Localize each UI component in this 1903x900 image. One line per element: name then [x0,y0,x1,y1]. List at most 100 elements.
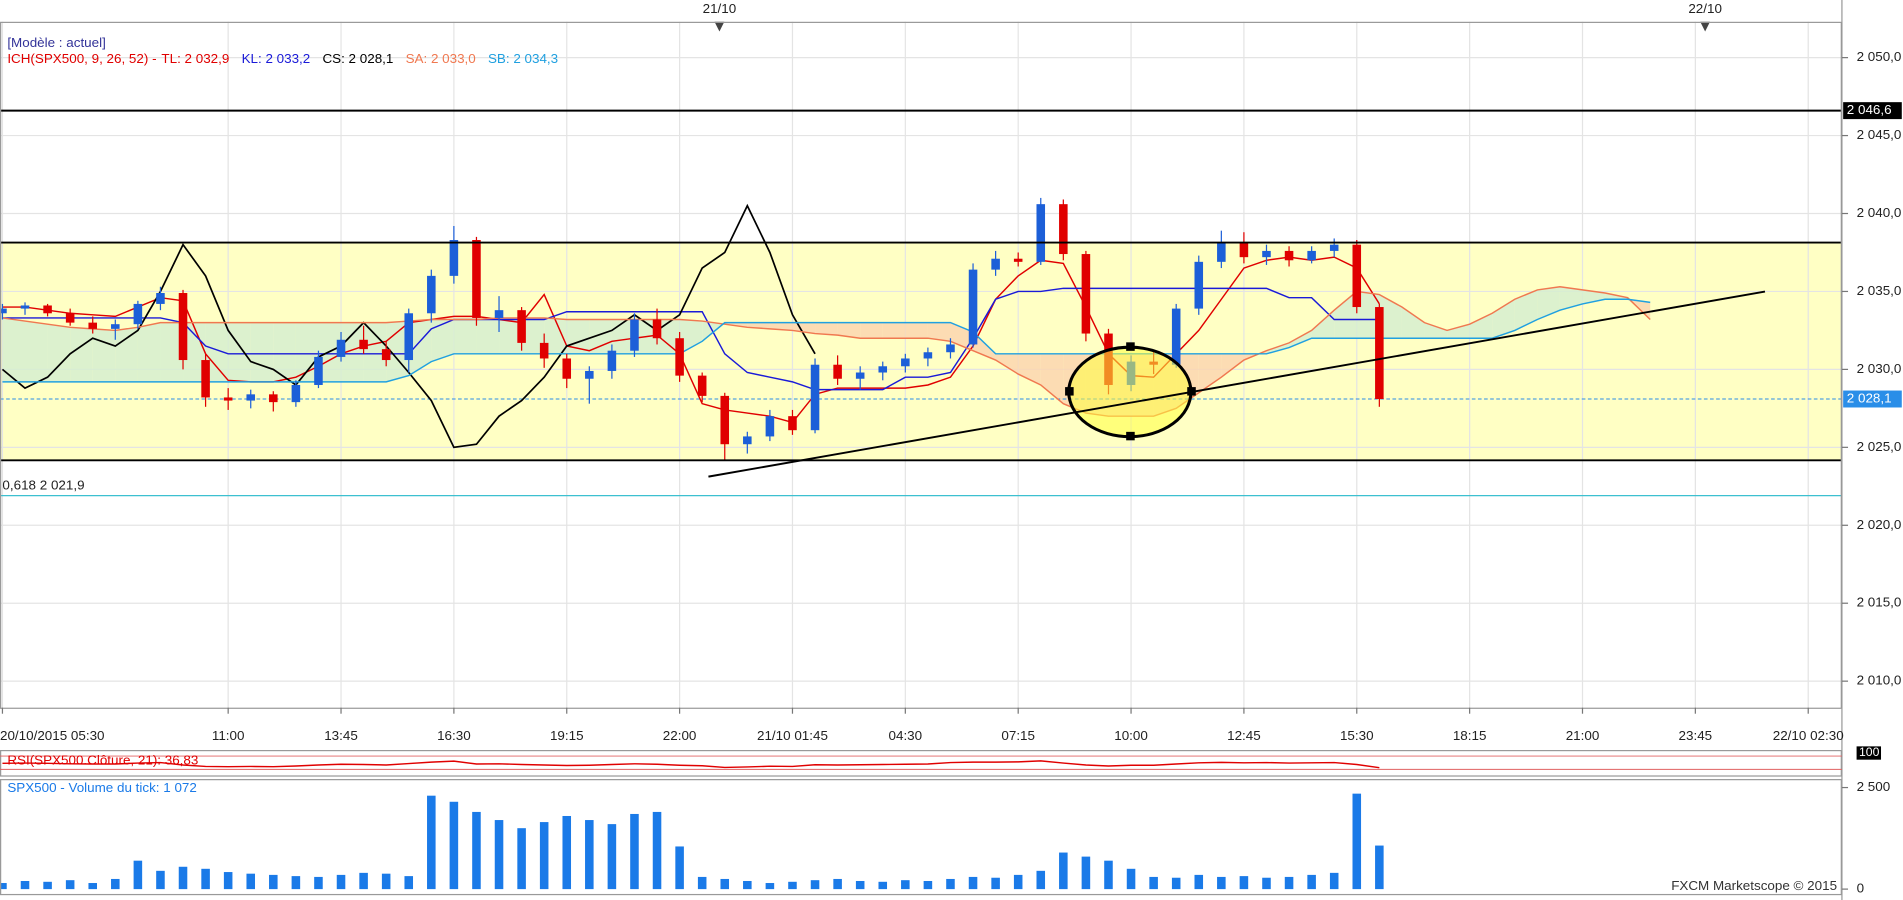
volume-bar [359,872,368,890]
footer: FXCM Marketscope © 2015 [1671,878,1837,893]
volume-bar [178,866,188,890]
cloud [160,322,184,382]
cloud [499,317,522,354]
volume-bar [1036,870,1046,890]
candle-body [223,397,233,401]
x-tick-label: 19:15 [550,728,584,743]
date-marker: 21/10 [703,1,737,16]
volume-bar [20,880,30,890]
handle [1065,387,1074,396]
rsi-line [2,760,1380,769]
volume-bar [43,881,52,890]
cloud [341,322,364,382]
volume-bar [246,873,256,890]
candle-body [1217,243,1226,262]
cloud [1537,286,1560,320]
y-tick-label: 0 [1857,881,1864,896]
candle-body [1284,250,1294,261]
candle-body [1262,250,1271,258]
cloud [1289,330,1312,348]
cloud [860,322,883,339]
volume-bar [156,870,165,890]
volume-bar [1081,856,1091,890]
candle-body [878,366,888,373]
volume-bar [517,828,526,890]
candle-body [404,313,414,361]
x-tick-label: 12:45 [1227,728,1261,743]
candle-body [1375,307,1384,400]
volume-bar [855,880,865,890]
candle-body [1307,250,1316,261]
x-tick-label: 07:15 [1001,728,1035,743]
candle-body [901,358,910,367]
x-tick-label: 21/10 01:45 [757,728,828,743]
volume-bar [1126,868,1136,890]
x-tick-label: 10:00 [1114,728,1148,743]
candle-body [1081,254,1091,334]
legend-entry: SA: 2 033,0 [406,51,476,66]
volume-bar [652,811,662,890]
x-tick-label: 04:30 [889,728,923,743]
y-tick-label: 2 035,0 [1857,283,1902,298]
cloud [1379,294,1402,339]
volume-bar [607,824,617,890]
candle-body [381,349,391,361]
legend-entry: KL: 2 033,2 [242,51,311,66]
cloud [205,322,229,382]
candle-body [539,342,549,359]
candle-body [1059,204,1068,255]
candle-body [630,319,639,351]
volume-bar [1239,876,1249,890]
candle-body [449,240,459,276]
volume-bar [562,815,572,890]
cloud [927,322,951,342]
cloud [115,327,138,382]
candle-body [697,375,707,396]
volume-bar [472,811,481,890]
candle-body [88,322,98,329]
candle-body [855,372,865,379]
volume-bar [788,881,797,890]
date-marker-arrow [1700,21,1711,32]
volume-bar [336,874,346,890]
volume-bar [1171,877,1181,890]
volume-bar [878,881,888,890]
volume-bar [65,880,75,890]
cloud [183,322,206,382]
cloud [1040,353,1064,404]
model-label: [Modèle : actuel] [7,35,106,50]
volume-bar [133,860,143,890]
cloud [815,322,838,336]
candle-body [765,416,775,437]
volume-bar [630,813,639,890]
price-level-label: 2 028,1 [1847,391,1892,406]
candle-body [1013,258,1023,262]
cloud [363,322,387,382]
cloud [679,319,703,354]
cloud [453,319,477,354]
volume-bar [449,801,459,890]
candle-body [0,308,7,314]
price-level-box [1843,390,1902,408]
candle-body [472,240,481,318]
handle [1126,342,1135,351]
candle-body [585,370,594,379]
volume-bar [1307,874,1316,890]
candle-body [178,293,188,361]
volume-bar [223,872,233,890]
rsi-title: RSI(SPX500.Clôture, 21): 36,83 [7,752,198,767]
legend-entry: SB: 2 034,3 [488,51,558,66]
x-tick-label: 13:45 [324,728,358,743]
volume-title: SPX500 - Volume du tick: 1 072 [7,780,197,795]
volume-bar [1375,845,1384,890]
volume-bar [494,820,504,890]
candle-body [246,394,256,401]
volume-bar [585,820,594,890]
cloud [273,322,296,382]
candle-body [111,324,120,329]
volume-bar [1352,793,1362,890]
legend-entry: TL: 2 032,9 [161,51,229,66]
candle-body [562,358,572,379]
